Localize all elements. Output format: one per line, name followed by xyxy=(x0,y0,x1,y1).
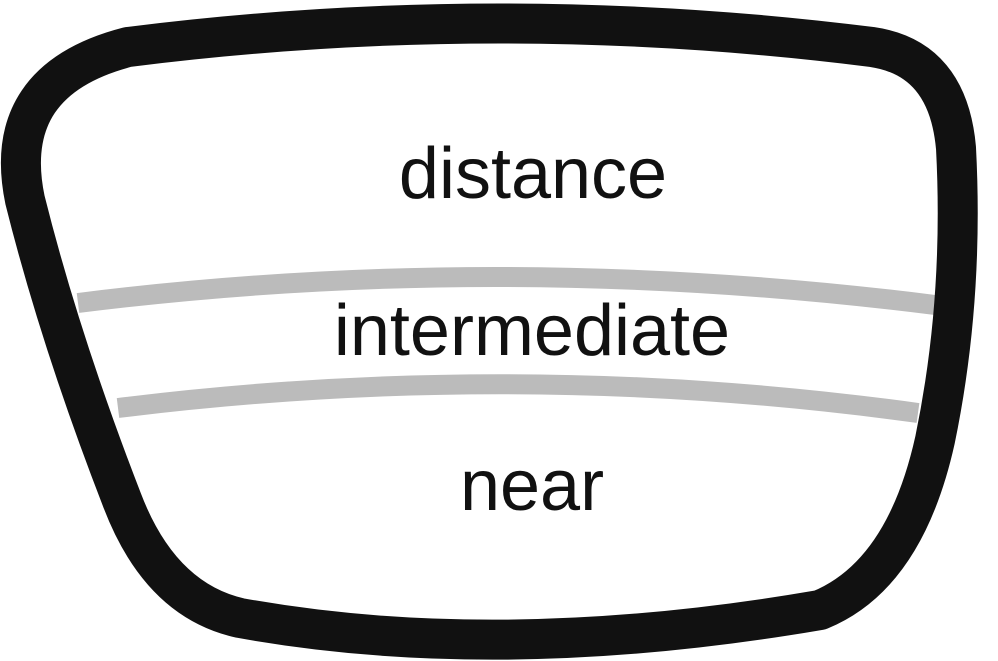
upper-zone-divider xyxy=(76,267,937,315)
near-zone-label: near xyxy=(460,446,604,526)
lens-frame xyxy=(1,3,978,660)
lower-zone-divider xyxy=(116,374,920,423)
intermediate-zone-label: intermediate xyxy=(334,291,730,371)
distance-zone-label: distance xyxy=(399,134,667,214)
